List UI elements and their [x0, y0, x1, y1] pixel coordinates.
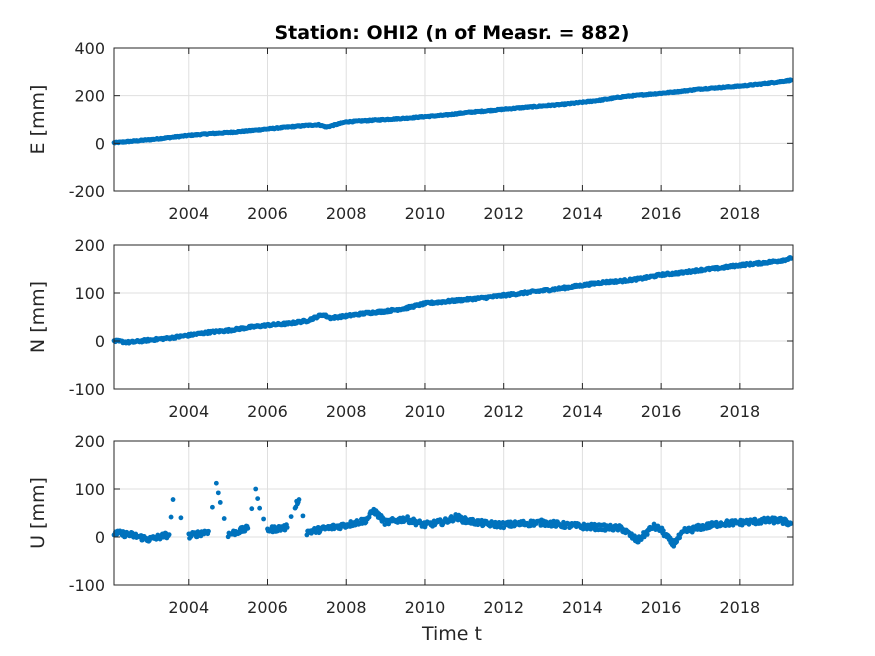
y-axis-label-N: N [mm] — [27, 281, 49, 353]
x-tick-label-N-2006: 2006 — [247, 402, 288, 421]
y-axis-label-U: U [mm] — [27, 477, 49, 549]
x-tick-label-E-2008: 2008 — [326, 204, 367, 223]
y-tick-label-E--200: -200 — [69, 182, 105, 201]
y-tick-label-U-100: 100 — [74, 480, 105, 499]
data-point-U-168 — [288, 514, 294, 519]
x-tick-label-N-2016: 2016 — [641, 402, 682, 421]
data-point-U-279 — [382, 522, 388, 527]
y-tick-label-U-0: 0 — [95, 528, 105, 547]
data-point-U-174 — [296, 497, 302, 502]
axes-box-N — [113, 244, 794, 390]
data-point-U-135 — [245, 525, 251, 531]
x-tick-label-U-2018: 2018 — [720, 598, 761, 617]
data-point-U-139 — [257, 505, 263, 511]
data-point-N-895 — [788, 256, 794, 261]
data-point-E-895 — [788, 77, 794, 83]
axes-box-U — [113, 440, 794, 586]
x-tick-label-E-2004: 2004 — [168, 204, 209, 223]
data-point-U-76 — [178, 515, 184, 521]
axes-box-E — [113, 47, 794, 192]
x-tick-label-U-2014: 2014 — [562, 598, 603, 617]
x-tick-label-E-2018: 2018 — [720, 204, 761, 223]
data-point-U-74 — [168, 514, 174, 520]
data-point-U-73 — [166, 532, 172, 537]
series-E — [111, 77, 794, 146]
data-point-U-761 — [746, 521, 752, 527]
data-point-U-167 — [284, 525, 290, 530]
x-tick-label-E-2014: 2014 — [562, 204, 603, 223]
data-point-U-104 — [210, 504, 215, 510]
data-point-U-138 — [255, 496, 261, 501]
data-point-U-137 — [253, 486, 259, 492]
y-tick-label-N--100: -100 — [69, 380, 105, 399]
y-tick-label-U--100: -100 — [69, 576, 105, 595]
panel-E: 2004 2006 2008 2010 2012 2014 2016 2018 -200 0 200… — [27, 39, 794, 223]
x-tick-label-E-2006: 2006 — [247, 204, 288, 223]
data-point-U-107 — [217, 500, 223, 505]
x-tick-label-N-2004: 2004 — [168, 402, 209, 421]
data-point-U-103 — [206, 528, 211, 534]
y-tick-label-E-0: 0 — [95, 134, 105, 153]
data-point-U-106 — [215, 490, 221, 496]
x-tick-label-E-2012: 2012 — [483, 204, 524, 223]
data-point-U-626 — [644, 532, 650, 537]
x-tick-label-U-2010: 2010 — [405, 598, 446, 617]
series-U — [111, 480, 794, 549]
data-point-U-740 — [730, 522, 736, 528]
x-tick-label-N-2012: 2012 — [483, 402, 524, 421]
x-tick-label-E-2016: 2016 — [641, 204, 682, 223]
y-tick-label-E-200: 200 — [74, 87, 105, 106]
data-point-U-140 — [261, 516, 266, 522]
data-point-U-640 — [655, 523, 661, 529]
x-tick-label-E-2010: 2010 — [405, 204, 446, 223]
panel-U: 2004 2006 2008 2010 2012 2014 2016 2018 -100 0 100… — [27, 432, 794, 617]
data-point-U-817 — [788, 521, 794, 526]
x-axis-label: Time t — [421, 623, 482, 645]
data-point-U-175 — [300, 513, 306, 519]
y-tick-label-N-100: 100 — [74, 284, 105, 303]
x-tick-label-U-2008: 2008 — [326, 598, 367, 617]
panel-N: 2004 2006 2008 2010 2012 2014 2016 2018 -100 0 100… — [27, 236, 794, 421]
x-tick-label-U-2016: 2016 — [641, 598, 682, 617]
chart-title: Station: OHI2 (n of Measr. = 882) — [275, 22, 630, 44]
x-tick-label-U-2006: 2006 — [247, 598, 288, 617]
y-tick-label-E-400: 400 — [74, 39, 105, 58]
y-axis-label-E: E [mm] — [27, 85, 49, 155]
x-tick-label-N-2010: 2010 — [405, 402, 446, 421]
data-point-U-108 — [221, 516, 227, 521]
x-tick-label-N-2008: 2008 — [326, 402, 367, 421]
x-tick-label-U-2012: 2012 — [483, 598, 524, 617]
x-tick-label-U-2004: 2004 — [168, 598, 209, 617]
data-point-U-75 — [170, 497, 176, 502]
y-tick-label-N-0: 0 — [95, 332, 105, 351]
x-tick-label-N-2014: 2014 — [562, 402, 603, 421]
data-point-U-136 — [249, 506, 255, 512]
y-tick-label-U-200: 200 — [74, 432, 105, 451]
panels-group: 2004 2006 2008 2010 2012 2014 2016 2018-2000200… — [27, 39, 794, 617]
data-point-U-234 — [348, 519, 354, 524]
data-point-U-105 — [213, 480, 219, 486]
data-point-U-647 — [660, 528, 666, 534]
x-tick-label-N-2018: 2018 — [720, 402, 761, 421]
y-tick-label-N-200: 200 — [74, 236, 105, 255]
